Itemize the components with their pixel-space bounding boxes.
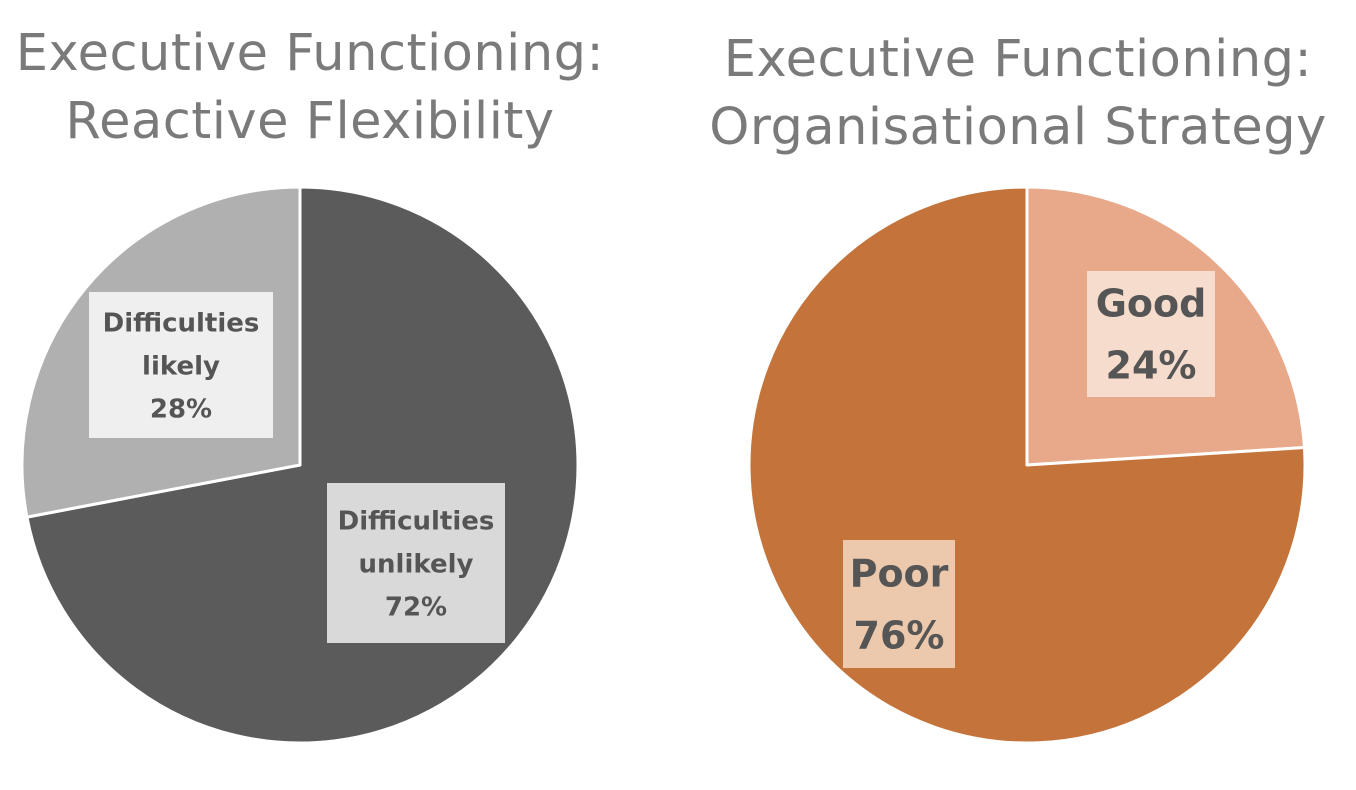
- slice-label-text: 76%: [854, 614, 945, 658]
- slice-label-text: Good: [1096, 282, 1207, 326]
- slice-data-label: Poor 76%: [843, 540, 955, 668]
- slice-data-label: Good 24%: [1087, 271, 1215, 397]
- pie-chart-svg: Difficulties unlikely 72% Difficulties likel…: [20, 185, 580, 745]
- slice-label-text: 28%: [150, 394, 212, 424]
- slice-label-box: [327, 483, 505, 643]
- slice-label-text: unlikely: [359, 549, 474, 579]
- slice-label-box: [843, 540, 955, 668]
- slice-label-box: [1087, 271, 1215, 397]
- slice-label-text: 24%: [1106, 344, 1197, 388]
- slice-data-label: Difficulties unlikely 72%: [327, 483, 505, 643]
- slice-label-text: Poor: [850, 552, 949, 596]
- slice-label-text: 72%: [385, 592, 447, 622]
- slice-data-label: Difficulties likely 28%: [89, 292, 273, 438]
- slice-label-text: Difficulties: [103, 308, 260, 338]
- chart-title-line-2: Reactive Flexibility: [65, 92, 555, 151]
- chart-title-line-1: Executive Functioning:: [723, 30, 1313, 89]
- chart-title-line-2: Organisational Strategy: [709, 98, 1327, 157]
- chart-title: Executive Functioning: Organisational St…: [698, 26, 1338, 162]
- slice-label-box: [89, 292, 273, 438]
- chart-title: Executive Functioning: Reactive Flexibil…: [0, 20, 620, 156]
- pie-chart-organisational-strategy: Executive Functioning: Organisational St…: [678, 0, 1356, 790]
- chart-title-line-1: Executive Functioning:: [15, 24, 605, 83]
- pie-chart-reactive-flexibility: Executive Functioning: Reactive Flexibil…: [0, 20, 620, 745]
- pie-chart-svg: Good 24% Poor 76%: [747, 185, 1307, 745]
- slice-label-text: Difficulties: [338, 506, 495, 536]
- slice-label-text: likely: [142, 351, 220, 381]
